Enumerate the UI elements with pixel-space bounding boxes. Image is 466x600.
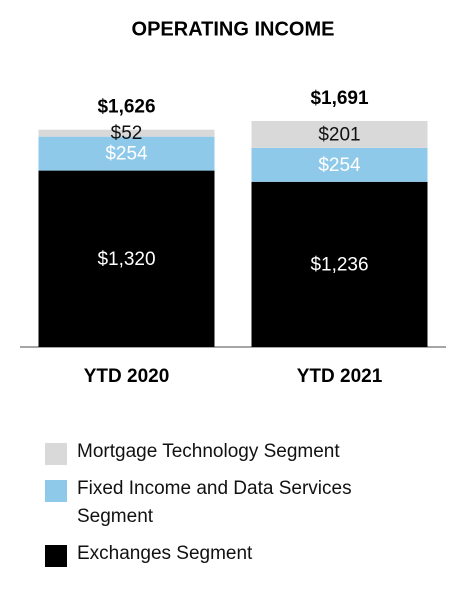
- legend-label: Mortgage Technology Segment: [77, 441, 340, 462]
- x-tick-label: YTD 2020: [84, 366, 170, 387]
- legend-item: Fixed Income and Data Services Segment: [45, 475, 425, 531]
- chart: OPERATING INCOME $1,320$254$52$1,626YTD …: [20, 18, 446, 387]
- legend: Mortgage Technology Segment Fixed Income …: [45, 438, 425, 577]
- legend-swatch: [45, 443, 67, 465]
- value-label: $52: [111, 123, 143, 144]
- legend-label: Fixed Income and Data Services Segment: [77, 478, 352, 527]
- chart-title: OPERATING INCOME: [132, 18, 335, 40]
- bar-segment: [251, 121, 428, 148]
- legend-label: Exchanges Segment: [77, 543, 253, 564]
- legend-item: Exchanges Segment: [45, 540, 425, 568]
- bar-segment: [38, 136, 215, 171]
- bar-segment: [38, 129, 215, 137]
- bar-segment: [251, 181, 428, 347]
- value-label: $254: [318, 155, 361, 176]
- bar-segment: [251, 147, 428, 182]
- legend-item: Mortgage Technology Segment: [45, 438, 425, 466]
- legend-swatch: [45, 545, 67, 567]
- bar-segment: [38, 170, 215, 347]
- total-label: $1,691: [310, 88, 369, 109]
- value-label: $1,320: [97, 249, 155, 270]
- legend-swatch: [45, 480, 67, 502]
- value-label: $1,236: [310, 254, 368, 275]
- total-label: $1,626: [97, 97, 155, 118]
- value-label: $254: [105, 144, 148, 165]
- value-label: $201: [318, 124, 360, 145]
- x-tick-label: YTD 2021: [297, 366, 383, 387]
